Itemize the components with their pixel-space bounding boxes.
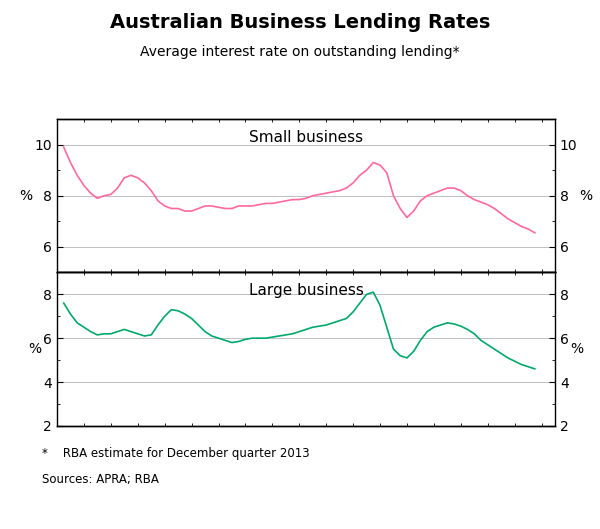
Text: Large business: Large business: [248, 283, 364, 298]
Text: *    RBA estimate for December quarter 2013: * RBA estimate for December quarter 2013: [42, 447, 310, 460]
Text: Small business: Small business: [249, 130, 363, 145]
Y-axis label: %: %: [20, 189, 33, 203]
Text: Average interest rate on outstanding lending*: Average interest rate on outstanding len…: [140, 45, 460, 59]
Y-axis label: %: %: [571, 342, 584, 356]
Y-axis label: %: %: [28, 342, 41, 356]
Text: Australian Business Lending Rates: Australian Business Lending Rates: [110, 13, 490, 32]
Text: Sources: APRA; RBA: Sources: APRA; RBA: [42, 473, 159, 487]
Y-axis label: %: %: [579, 189, 592, 203]
